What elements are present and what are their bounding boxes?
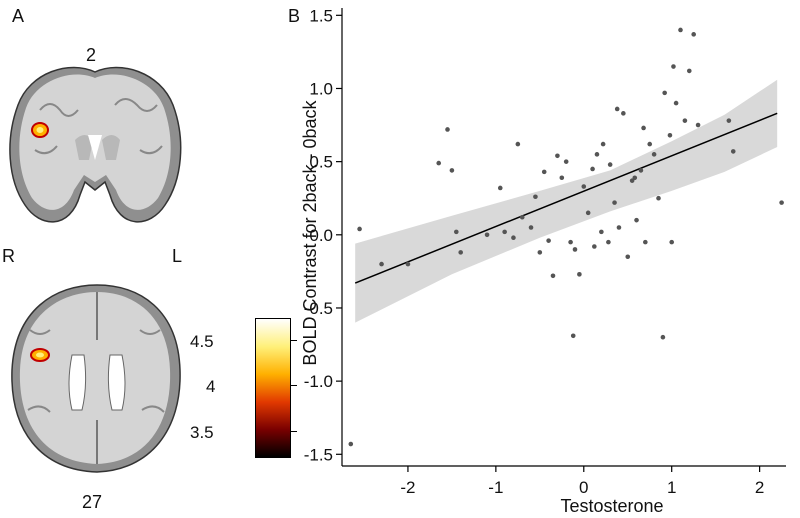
data-point <box>537 250 543 255</box>
data-point <box>570 333 576 339</box>
panel-b-label: B <box>288 6 301 26</box>
data-point <box>502 229 507 235</box>
data-point <box>590 166 595 172</box>
data-point <box>577 272 582 277</box>
colorbar-gradient <box>255 318 291 458</box>
axial-brain-slice <box>11 284 181 473</box>
y-tick-label: 1.0 <box>309 79 333 98</box>
coronal-brain-slice <box>9 66 182 223</box>
x-tick-label: 0 <box>579 478 588 497</box>
y-tick-label: -1.5 <box>304 445 333 464</box>
data-point <box>779 200 784 205</box>
coronal-slice-number: 2 <box>86 45 97 65</box>
data-point <box>616 225 622 230</box>
data-point <box>405 261 411 267</box>
data-point <box>621 111 626 116</box>
colorbar-tick-mark-1 <box>291 340 297 341</box>
x-axis-title: Testosterone <box>560 496 663 516</box>
data-point <box>572 247 578 252</box>
y-tick-label: 0.5 <box>309 153 333 172</box>
data-point <box>541 169 547 175</box>
data-point <box>563 159 569 164</box>
data-point <box>660 334 666 340</box>
data-point <box>662 90 667 96</box>
colorbar-tick-mark-2 <box>291 385 297 386</box>
data-point <box>497 185 503 191</box>
y-tick-label: 1.5 <box>309 6 333 25</box>
data-point <box>669 239 675 245</box>
data-point <box>594 152 600 157</box>
data-point <box>641 125 646 131</box>
data-point <box>519 214 525 220</box>
x-tick-label: 1 <box>667 478 676 497</box>
data-point <box>691 32 696 37</box>
right-hemisphere-label: R <box>2 246 15 266</box>
data-point <box>592 244 597 249</box>
left-hemisphere-label: L <box>172 246 183 266</box>
data-point <box>599 229 604 235</box>
data-point <box>484 232 490 238</box>
colorbar <box>255 318 325 463</box>
data-point <box>348 441 354 447</box>
data-point <box>638 168 644 173</box>
data-point <box>515 141 521 147</box>
colorbar-tick-label: 4 <box>206 377 216 396</box>
data-point <box>453 229 459 235</box>
data-point <box>647 141 653 147</box>
data-point <box>533 194 538 200</box>
y-tick-label: -0.5 <box>304 299 333 318</box>
data-point <box>726 118 732 123</box>
data-point <box>643 239 648 245</box>
data-point <box>607 162 613 167</box>
data-point <box>568 239 573 245</box>
data-point <box>600 141 606 147</box>
x-tick-label: 2 <box>755 478 764 497</box>
data-point <box>581 184 587 189</box>
data-point <box>632 175 638 181</box>
colorbar-tick-label: 4.5 <box>190 332 214 351</box>
data-point <box>673 100 679 106</box>
y-axis-title: BOLD Contrast for 2back - 0back <box>300 99 320 365</box>
data-point <box>379 261 384 267</box>
x-tick-label: -2 <box>400 478 415 497</box>
data-point <box>550 273 556 279</box>
panel-a-label: A <box>12 6 25 26</box>
data-point <box>559 175 565 181</box>
confidence-band <box>355 79 778 323</box>
data-point <box>686 68 692 74</box>
data-point <box>606 239 611 245</box>
data-point <box>678 27 683 33</box>
data-point <box>546 238 551 243</box>
y-tick-label: -1.0 <box>304 372 333 391</box>
data-point <box>695 122 701 128</box>
data-point <box>634 217 639 223</box>
axial-slice-number: 27 <box>82 492 103 512</box>
data-point <box>614 106 620 112</box>
data-point <box>436 160 442 166</box>
regression-line <box>354 112 778 284</box>
data-point <box>555 153 560 159</box>
data-point <box>585 210 591 216</box>
data-point <box>511 235 516 241</box>
data-point <box>656 195 661 201</box>
data-point <box>625 254 631 260</box>
data-point <box>612 200 617 205</box>
data-point <box>651 152 657 157</box>
data-point <box>357 226 362 232</box>
y-tick-label: 0.0 <box>309 226 333 245</box>
x-tick-label: -1 <box>488 478 503 497</box>
data-point <box>667 133 673 138</box>
data-point <box>449 168 455 173</box>
colorbar-tick-mark-3 <box>291 431 297 432</box>
colorbar-tick-label: 3.5 <box>190 423 214 442</box>
data-point <box>682 118 688 123</box>
data-point <box>528 225 534 230</box>
data-point <box>445 127 450 132</box>
data-point <box>629 178 635 183</box>
data-point <box>671 64 676 69</box>
data-point <box>730 149 736 154</box>
data-point <box>458 250 463 255</box>
